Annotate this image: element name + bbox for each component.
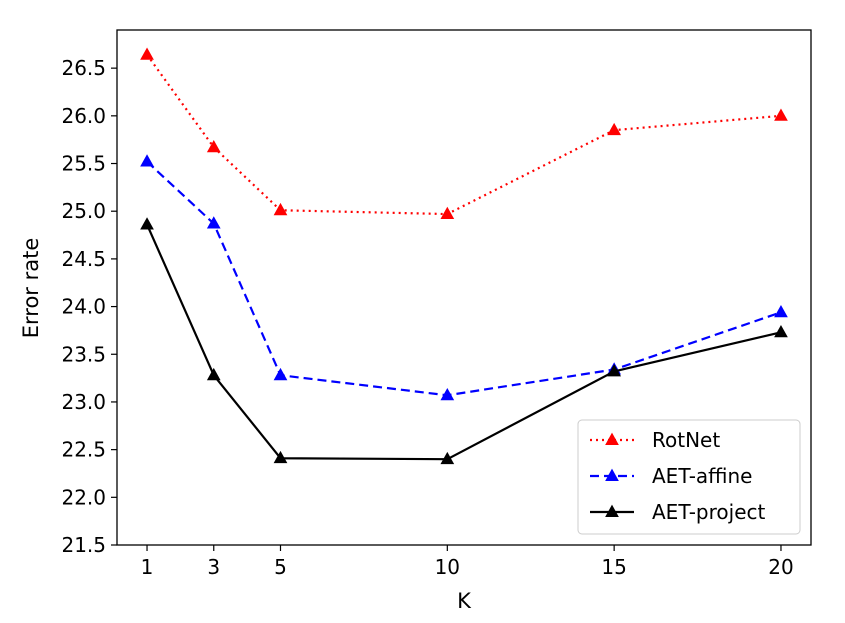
data-point-aet-project [774, 325, 788, 338]
y-tick-label: 22.5 [61, 438, 106, 462]
data-point-aet-project [140, 217, 154, 230]
y-tick-label: 23.5 [61, 342, 106, 366]
data-point-aet-affine [774, 304, 788, 318]
data-point-aet-affine [206, 216, 221, 229]
y-tick-label: 25.5 [61, 152, 106, 176]
y-tick-label: 26.0 [61, 104, 106, 128]
y-axis-label: Error rate [19, 238, 43, 339]
legend-marker-aet-project [605, 504, 619, 517]
y-tick-label: 24.0 [61, 295, 106, 319]
legend-marker-aet-affine [605, 468, 619, 481]
data-point-rotnet [607, 122, 622, 136]
series-line-rotnet [146, 54, 782, 216]
x-tick-label: 20 [768, 555, 793, 579]
axes: 21.5 22.0 22.5 23.0 23.5 24.0 24.5 25.0 25.5 26.0… [61, 29, 812, 579]
series-line-aet-project [146, 224, 782, 461]
data-point-aet-project [273, 450, 288, 464]
legend-label-aet-affine: AET-affine [652, 464, 753, 488]
legend-box [577, 419, 801, 535]
y-tick-label: 26.5 [61, 56, 106, 80]
y-tick-label: 24.5 [61, 247, 106, 271]
data-point-rotnet [206, 139, 221, 153]
data-point-aet-affine [440, 387, 455, 401]
x-tick-label: 1 [141, 555, 154, 579]
data-point-aet-project [607, 364, 622, 377]
x-tick-label: 15 [601, 555, 626, 579]
series-line-aet-affine [146, 160, 782, 397]
legend-marker-rotnet [605, 432, 619, 445]
x-tick-label: 10 [435, 555, 460, 579]
legend-label-aet-project: AET-project [652, 500, 765, 524]
data-point-aet-affine [140, 154, 154, 167]
y-tick-label: 21.5 [61, 533, 106, 557]
data-point-rotnet [140, 47, 154, 60]
x-tick-label: 3 [207, 555, 220, 579]
plot-frame [116, 29, 812, 546]
x-tick-label: 5 [274, 555, 287, 579]
legend-label-rotnet: RotNet [652, 428, 720, 452]
data-point-aet-project [440, 451, 455, 465]
data-point-aet-affine [273, 367, 288, 381]
data-point-aet-project [206, 367, 221, 381]
x-axis-label: K [457, 589, 472, 613]
data-point-rotnet [774, 108, 788, 121]
y-tick-label: 25.0 [61, 199, 106, 223]
series-lines [140, 47, 788, 465]
y-tick-label: 23.0 [61, 390, 106, 414]
y-tick-label: 22.0 [61, 485, 106, 509]
data-point-rotnet [440, 206, 455, 220]
data-point-rotnet [273, 202, 288, 216]
legend: RotNet AET-affine AET-project [577, 419, 801, 535]
